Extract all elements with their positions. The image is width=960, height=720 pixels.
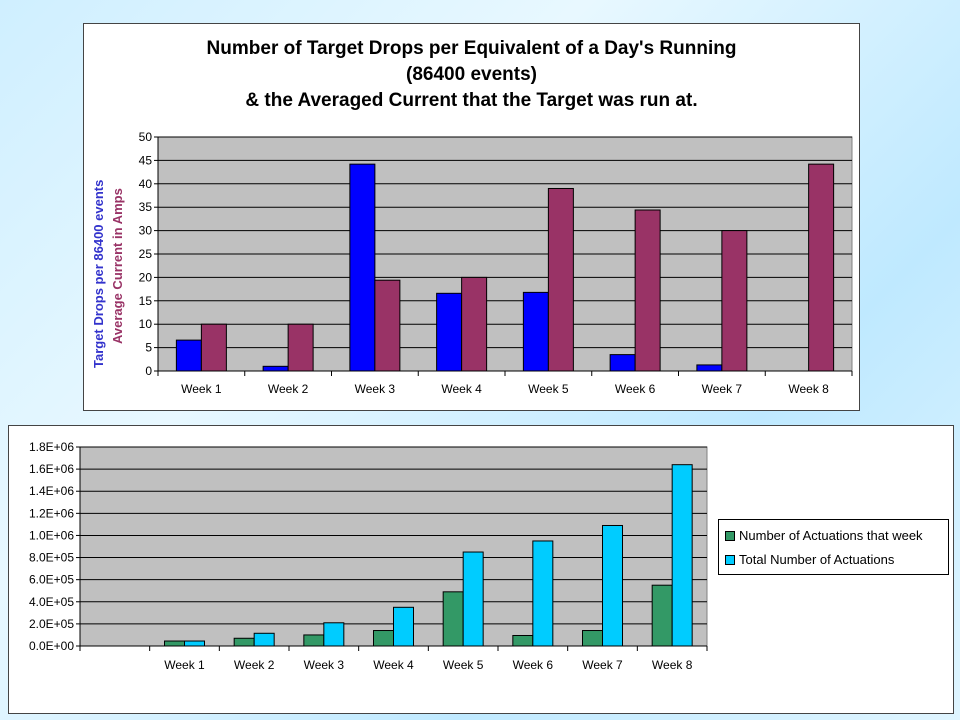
x-tick-label: Week 5 [528,382,569,396]
y-tick-label: 20 [139,270,153,284]
y-tick-label: 40 [139,177,153,191]
x-tick-label: Week 5 [443,658,484,672]
bar [303,634,325,647]
y-tick-label: 8.0E+05 [29,551,74,565]
bar [200,323,227,372]
chart2-legend: Number of Actuations that week Total Num… [718,519,949,575]
x-tick-label: Week 4 [373,658,414,672]
bar [651,584,673,647]
y-tick-label: 1.0E+06 [29,528,74,542]
chart1-title-line-3: & the Averaged Current that the Target w… [245,90,698,111]
chart1-panel: Number of Target Drops per Equivalent of… [83,23,860,411]
y-tick-label: 45 [139,153,153,167]
bar [442,591,464,647]
y-tick-label: 10 [139,317,153,331]
legend-item-weekly: Number of Actuations that week [725,528,923,544]
y-tick-label: 1.2E+06 [29,506,74,520]
legend-item-total: Total Number of Actuations [725,552,894,568]
bar [808,163,835,372]
y-tick-label: 2.0E+05 [29,617,74,631]
bar [532,540,554,647]
bar [671,464,693,647]
y-tick-label: 35 [139,200,153,214]
bar [436,292,463,372]
chart1-title-line-2: (86400 events) [406,64,537,85]
y-tick-label: 50 [139,130,153,144]
legend-swatch-weekly [725,530,735,541]
bar [253,632,275,647]
x-tick-label: Week 2 [268,382,309,396]
y-tick-label: 25 [139,247,153,261]
legend-label-total: Total Number of Actuations [739,552,895,567]
bar [696,364,723,372]
x-tick-label: Week 4 [441,382,482,396]
bar [547,187,574,372]
y-tick-label: 0 [145,364,152,378]
bar [393,606,414,647]
bar [323,622,345,647]
chart1-svg: 0 5 10 15 20 25 30 35 40 45 50 Week 1 Week 2 Week 3 We… [139,130,853,396]
bar [287,323,314,372]
x-tick-label: Week 8 [652,658,693,672]
bar [512,634,534,647]
y-tick-label: 30 [139,224,153,238]
bar [582,630,603,647]
x-tick-label: Week 1 [164,658,205,672]
x-tick-label: Week 7 [702,382,743,396]
x-tick-label: Week 8 [788,382,829,396]
bar [233,637,255,647]
bar [461,276,488,372]
y-tick-label: 1.8E+06 [29,440,74,454]
bar [184,640,205,647]
legend-label-weekly: Number of Actuations that week [739,528,923,543]
bar [262,365,289,372]
bar [373,630,394,647]
chart1-title-line-1: Number of Target Drops per Equivalent of… [206,38,737,59]
y-tick-label: 1.4E+06 [29,484,74,498]
bar [634,209,661,372]
x-tick-label: Week 2 [234,658,275,672]
bar [374,279,401,372]
x-tick-label: Week 6 [513,658,554,672]
y-tick-label: 1.6E+06 [29,462,74,476]
y-tick-label: 15 [139,294,153,308]
chart2-panel: 0.0E+00 2.0E+05 4.0E+05 6.0E+05 8.0E+05 1.0E+… [8,425,954,714]
y-tick-label: 6.0E+05 [29,573,74,587]
bar [721,230,748,372]
legend-swatch-total [725,554,735,565]
y-tick-label: 4.0E+05 [29,595,74,609]
x-tick-label: Week 3 [355,382,396,396]
bar [462,551,484,647]
bar [164,640,185,647]
chart2-svg: 0.0E+00 2.0E+05 4.0E+05 6.0E+05 8.0E+05 1.0E+… [29,440,708,672]
y-tick-label: 5 [145,341,152,355]
x-tick-label: Week 3 [304,658,345,672]
bar [609,354,636,372]
x-tick-label: Week 1 [181,382,222,396]
bar [349,163,376,372]
y-tick-label: 0.0E+00 [29,639,74,653]
x-tick-label: Week 7 [582,658,623,672]
bar [602,524,623,647]
bar [175,339,202,372]
x-tick-label: Week 6 [615,382,656,396]
bar [522,291,549,372]
